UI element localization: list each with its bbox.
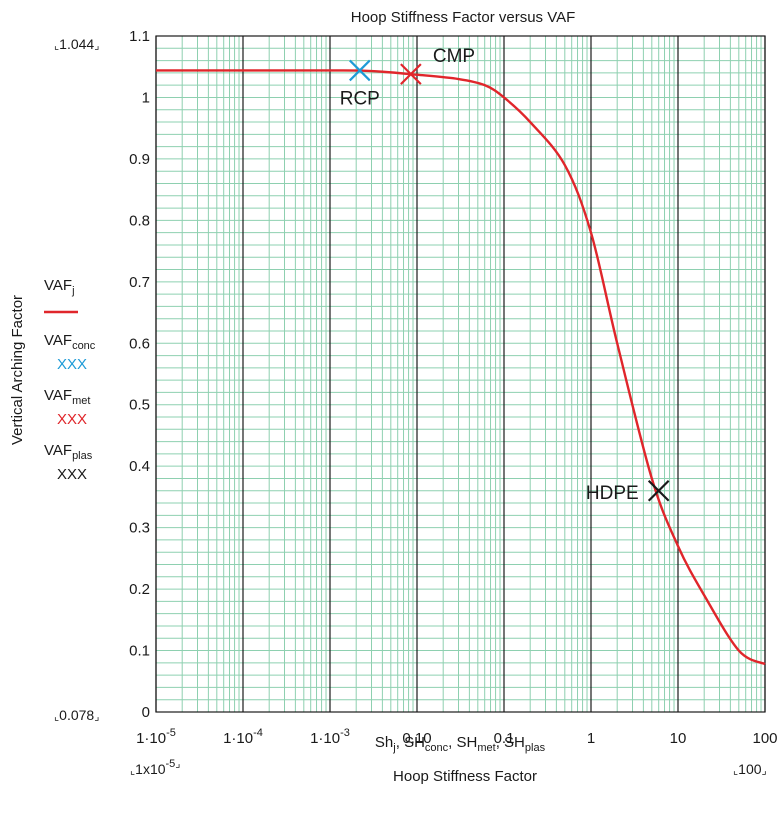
x-tick-label: 1·10-4: [223, 727, 263, 747]
legend-label-met: VAFmet: [44, 387, 90, 407]
legend-x-marker: XXX: [57, 466, 87, 483]
x-tick-exponent: -5: [166, 727, 176, 739]
y-tick-label: 0.2: [129, 581, 150, 598]
y-tick-label: 0.3: [129, 520, 150, 537]
x-tick-label: 1·10-3: [310, 727, 350, 747]
grid: [155, 35, 766, 713]
legend-subscript: j: [71, 285, 74, 297]
x-max-annotation: ⌞100⌟: [733, 761, 767, 777]
x-tick-base: 1·10: [136, 730, 166, 747]
y-tick-label: 1: [142, 89, 150, 106]
x-variable-label: Shj, SHconc, SHmet, SHplas: [375, 734, 546, 754]
y-tick-label: 0.8: [129, 212, 150, 229]
legend-label-j: VAFj: [44, 277, 75, 297]
chart-title: Hoop Stiffness Factor versus VAF: [351, 9, 576, 26]
x-tick-base: 0.10: [402, 730, 431, 747]
x-axis-label: Hoop Stiffness Factor: [393, 768, 537, 785]
legend-subscript: plas: [72, 450, 93, 462]
x-var-subscript: conc: [425, 742, 449, 754]
y-tick-label: 0.4: [129, 458, 150, 475]
x-tick-label: 0.10: [402, 730, 431, 747]
point-marker-rcp: [349, 59, 371, 82]
y-axis-label: Vertical Arching Factor: [9, 295, 26, 445]
x-var-subscript: met: [477, 742, 495, 754]
legend-subscript: conc: [72, 340, 96, 352]
bracket-left: ⌞: [733, 765, 738, 777]
legend-subscript: met: [72, 395, 90, 407]
x-tick-base: 100: [752, 730, 777, 747]
y-tick-label: 0.7: [129, 274, 150, 291]
x-tick-base: 0.1: [494, 730, 515, 747]
bracket-left: ⌞: [54, 711, 59, 723]
x-tick-base: 10: [670, 730, 687, 747]
y-max-annotation: ⌞1.044⌟: [54, 36, 99, 52]
point-label-rcp: RCP: [340, 88, 380, 109]
x-min-annotation: ⌞1x10-5⌟: [130, 758, 180, 777]
x-var-separator: ,: [496, 734, 504, 751]
legend-x-marker: XXX: [57, 356, 87, 373]
point-label-cmp: CMP: [433, 46, 475, 67]
legend-label-plas: VAFplas: [44, 442, 93, 462]
x-var-base: SH: [404, 734, 425, 751]
point-marker-hdpe: [647, 479, 670, 502]
y-tick-label: 0.9: [129, 151, 150, 168]
vaf-curve: [156, 69, 766, 666]
x-tick-base: 1: [587, 730, 595, 747]
y-min-annotation: ⌞0.078⌟: [54, 707, 99, 723]
bracket-right: ⌟: [94, 711, 99, 723]
plot-frame: [155, 35, 766, 713]
plot-area: [156, 36, 765, 712]
bracket-left: ⌞: [54, 40, 59, 52]
ticks-layer: 00.10.20.30.40.50.60.70.80.911.11·10-5 1·…: [129, 28, 777, 747]
range-annotations: ⌞1.044⌟⌞0.078⌟⌞1x10-5⌟⌞100⌟: [54, 36, 767, 777]
legend-x-marker: XXX: [57, 411, 87, 428]
points-layer: RCP CMP HDPE: [340, 46, 670, 504]
x-var-base: SH: [457, 734, 478, 751]
legend-name: VAF: [44, 332, 72, 349]
curve-layer: [156, 69, 766, 666]
x-tick-label: 10: [670, 730, 687, 747]
legend-name: VAF: [44, 277, 72, 294]
y-tick-label: 1.1: [129, 28, 150, 45]
x-tick-label: 1·10-5: [136, 727, 176, 747]
x-tick-exponent: -3: [340, 727, 350, 739]
y-max-value: 1.044: [59, 36, 94, 52]
x-max-value: 100: [738, 761, 762, 777]
point-marker-cmp: [400, 63, 422, 85]
x-min-value: 1x10: [135, 761, 166, 777]
x-tick-label: 100: [752, 730, 777, 747]
y-tick-label: 0: [142, 704, 150, 721]
y-tick-label: 0.5: [129, 397, 150, 414]
y-tick-label: 0.1: [129, 643, 150, 660]
x-tick-base: 1·10: [223, 730, 253, 747]
bracket-right: ⌟: [175, 758, 180, 770]
x-var-separator: ,: [396, 734, 404, 751]
bracket-right: ⌟: [762, 765, 767, 777]
bracket-left: ⌞: [130, 765, 135, 777]
y-tick-label: 0.6: [129, 335, 150, 352]
x-var-base: Sh: [375, 734, 393, 751]
legend-label-conc: VAFconc: [44, 332, 96, 352]
x-tick-label: 1: [587, 730, 595, 747]
x-var-base: SH: [504, 734, 525, 751]
x-var-separator: ,: [448, 734, 456, 751]
y-min-value: 0.078: [59, 707, 94, 723]
legend-name: VAF: [44, 442, 72, 459]
x-tick-label: 0.1: [494, 730, 515, 747]
legend-name: VAF: [44, 387, 72, 404]
x-var-subscript: j: [392, 742, 395, 754]
x-tick-exponent: -4: [253, 727, 263, 739]
x-tick-base: 1·10: [310, 730, 340, 747]
x-var-subscript: plas: [525, 742, 546, 754]
point-label-hdpe: HDPE: [586, 483, 639, 504]
bracket-right: ⌟: [94, 40, 99, 52]
x-min-exponent: -5: [166, 758, 176, 770]
